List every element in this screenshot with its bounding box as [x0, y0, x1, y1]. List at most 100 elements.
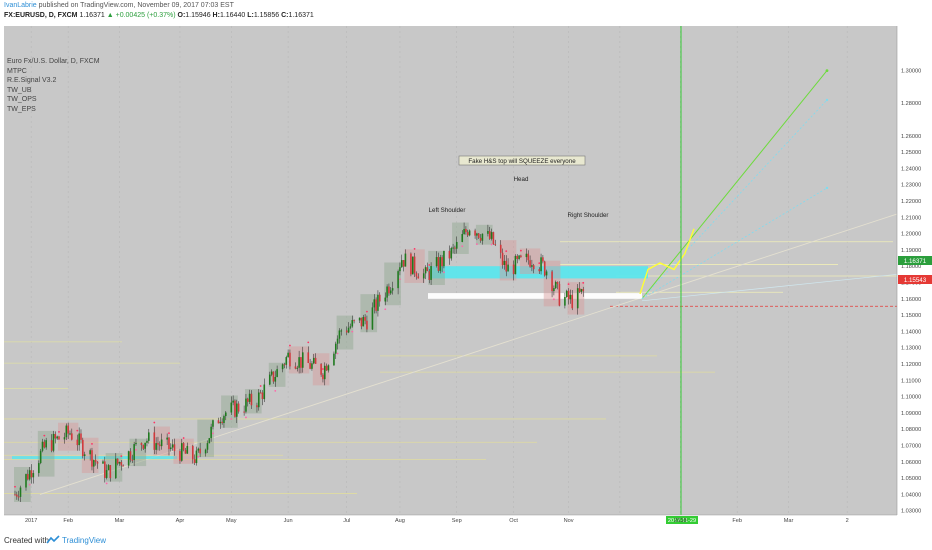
candle-body [397, 271, 399, 289]
candle-body [204, 449, 207, 454]
signal-dot [259, 385, 262, 387]
y-tick-label: 1.08000 [901, 427, 921, 433]
candle-body [30, 470, 33, 478]
close-value: 1.16371 [288, 12, 314, 19]
signal-dot [76, 429, 79, 432]
chart-header: IvanLabrie published on TradingView.com,… [0, 0, 932, 26]
projection-end-dot [825, 69, 829, 72]
y-tick-label: 1.03000 [901, 509, 921, 515]
candle-body [71, 433, 73, 440]
signal-dot [476, 243, 478, 246]
candle-body [435, 257, 438, 267]
candle-body [437, 257, 440, 271]
candle-body [571, 294, 574, 309]
legend-indicator[interactable]: R.E.Signal V3.2 [7, 77, 57, 85]
candle-body [234, 400, 236, 417]
legend-indicator[interactable]: TW_EPS [7, 105, 36, 113]
signal-dot [351, 330, 354, 333]
legend-indicator[interactable]: TW_OPS [7, 96, 37, 104]
candle-body [14, 494, 16, 496]
signal-dot [399, 278, 401, 281]
price-chart[interactable]: Fake H&S top will SQUEEZE everyone Head … [0, 26, 932, 526]
candle-body [230, 402, 233, 413]
banner-text: Fake H&S top will SQUEEZE everyone [468, 158, 576, 165]
candle-body [364, 316, 366, 321]
candle-body [314, 357, 317, 364]
candle-body [281, 364, 284, 370]
candle-body [323, 365, 326, 380]
legend-title: Euro Fx/U.S. Dollar, D, FXCM [7, 58, 100, 65]
candle-body [514, 255, 517, 275]
candle-body [89, 450, 91, 455]
signal-dot [105, 482, 108, 485]
candle-body [463, 228, 465, 235]
candle-body [270, 371, 273, 375]
candle-body [105, 470, 108, 478]
legend-indicator[interactable]: MTPC [7, 67, 27, 75]
candle-body [569, 294, 572, 300]
candle-body [322, 374, 324, 380]
candle-body [181, 443, 183, 461]
candle-body [545, 271, 548, 276]
candle-body [28, 470, 31, 480]
signal-dot [366, 310, 368, 313]
open-label: O: [177, 12, 186, 19]
projection-line-green [641, 70, 828, 300]
support-price-badge [898, 275, 932, 284]
candle-body [102, 461, 104, 464]
signal-dot [245, 416, 247, 419]
signal-dot [538, 262, 541, 265]
signal-dot [168, 432, 170, 435]
tradingview-logo-icon [46, 535, 60, 544]
candle-body [360, 317, 363, 327]
candle-body [532, 265, 535, 270]
candle-body [285, 357, 288, 365]
legend: Euro Fx/U.S. Dollar, D, FXCM MTPC R.E.Si… [7, 57, 100, 115]
candle-body [206, 443, 209, 450]
signal-dot [322, 368, 324, 370]
candle-body [248, 393, 251, 402]
candle-body [345, 330, 348, 333]
x-tick-label: Jul [343, 518, 350, 524]
time-axis[interactable]: 2017 Feb Mar Apr May Jun Jul Aug Sep Oct Nov 2017-1… [0, 514, 932, 526]
chart-area[interactable]: Fake H&S top will SQUEEZE everyone Head … [0, 26, 932, 526]
candle-body [96, 461, 99, 464]
signal-dot [274, 389, 277, 392]
candle-body [377, 294, 379, 311]
x-tick-label: Jun [284, 518, 293, 524]
legend-indicator[interactable]: TW_UB [7, 86, 32, 94]
candle-body [551, 271, 553, 292]
signal-dot [505, 250, 508, 253]
candle-body [391, 288, 394, 291]
author-link[interactable]: IvanLabrie [4, 2, 37, 9]
candle-body [217, 420, 220, 424]
candle-body [76, 439, 79, 446]
y-tick-label: 1.07000 [901, 444, 921, 450]
y-tick-label: 1.18000 [901, 264, 921, 270]
candle-body [477, 233, 480, 238]
candle-body [512, 264, 515, 275]
last-price: 1.16371 [79, 12, 105, 19]
candle-body [424, 267, 427, 274]
candle-body [32, 473, 35, 478]
y-tick-label: 1.30000 [901, 69, 921, 75]
tradingview-brand[interactable]: TradingView [62, 536, 107, 545]
x-tick-label: 2018 [674, 518, 686, 524]
signal-dot [43, 434, 46, 437]
candle-body [170, 447, 172, 450]
candle-body [210, 426, 212, 439]
candle-body [375, 299, 377, 311]
candle-body [159, 444, 161, 447]
candle-body [39, 450, 42, 464]
candle-body [274, 376, 277, 382]
candle-body [556, 281, 559, 284]
candle-body [474, 230, 476, 236]
candle-body [45, 440, 47, 448]
price-axis[interactable]: 1.30000 1.28000 1.26000 1.25000 1.24000 1.230… [896, 26, 932, 523]
close-label: C: [281, 12, 289, 19]
candle-body [184, 450, 187, 454]
candle-body [400, 260, 403, 268]
x-tick-label: Aug [395, 518, 405, 524]
candle-body [487, 231, 489, 234]
candle-body [289, 352, 291, 367]
